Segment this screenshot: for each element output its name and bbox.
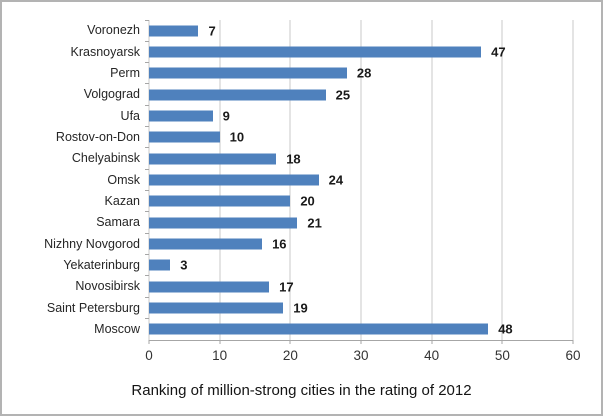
x-axis-tick-label: 60 — [565, 348, 581, 363]
bar — [149, 153, 277, 165]
bar-track: 18 — [145, 147, 573, 169]
bar-value-label: 24 — [328, 172, 344, 188]
bar-value-label: 48 — [498, 321, 513, 337]
bar-value-label: 16 — [272, 236, 287, 252]
bar-row: Nizhny Novgorod 16 — [10, 232, 573, 254]
bar-value-label: 47 — [491, 44, 506, 60]
bar — [149, 259, 171, 271]
x-axis-tick-label: 50 — [494, 348, 510, 363]
bar-row: Ufa 9 — [10, 104, 573, 126]
bar-value-label: 19 — [293, 300, 308, 316]
x-axis-tick-label: 0 — [145, 348, 153, 363]
bar-value-label: 21 — [307, 215, 322, 231]
bar-rows: Voronezh 7 Krasnoyarsk 47 Perm 28 Volgograd 25 U… — [10, 19, 573, 340]
category-label: Voronezh — [87, 23, 140, 38]
category-label: Perm — [110, 66, 140, 81]
bar-value-label: 28 — [356, 65, 372, 81]
bar-row: Moscow 48 — [10, 318, 573, 340]
bar — [149, 281, 270, 293]
bar-row: Samara 21 — [10, 211, 573, 233]
category-label: Chelyabinsk — [71, 151, 140, 166]
bar-track: 17 — [145, 275, 573, 297]
bar-track: 7 — [145, 19, 573, 41]
bar-row: Chelyabinsk 18 — [10, 147, 573, 169]
category-label: Novosibirsk — [75, 279, 140, 294]
bar — [149, 131, 220, 143]
bar-value-label: 20 — [300, 193, 315, 209]
bar — [149, 217, 298, 229]
x-axis-tick-labels: 0 10 20 30 40 50 60 — [145, 348, 580, 367]
bar — [149, 25, 199, 37]
x-axis-line — [149, 340, 573, 341]
bar — [149, 67, 347, 79]
bar-row: Volgograd 25 — [10, 83, 573, 105]
bar-track: 48 — [145, 318, 573, 340]
bar-row: Saint Petersburg 19 — [10, 296, 573, 318]
bar — [149, 302, 284, 314]
bar — [149, 323, 489, 335]
bar-track: 10 — [145, 126, 573, 148]
x-axis-tick-label: 30 — [353, 348, 369, 363]
bar-row: Krasnoyarsk 47 — [10, 40, 573, 62]
bar-row: Novosibirsk 17 — [10, 275, 573, 297]
bar-track: 20 — [145, 190, 573, 212]
bar-value-label: 18 — [286, 151, 301, 167]
bar-row: Voronezh 7 — [10, 19, 573, 41]
bar-track: 16 — [145, 232, 573, 254]
bar — [149, 195, 291, 207]
bar-track: 24 — [145, 168, 573, 190]
chart-title: Ranking of million-strong cities in the … — [131, 382, 472, 399]
bar-value-label: 9 — [222, 108, 230, 124]
x-axis-tick-label: 20 — [282, 348, 298, 363]
category-label: Volgograd — [83, 87, 140, 102]
category-label: Yekaterinburg — [63, 258, 140, 273]
bar — [149, 46, 482, 58]
bar-track: 19 — [145, 296, 573, 318]
category-label: Kazan — [104, 194, 140, 209]
bar-track: 3 — [145, 254, 573, 276]
category-label: Ufa — [120, 108, 140, 123]
category-label: Saint Petersburg — [46, 300, 140, 315]
bar-value-label: 10 — [229, 129, 245, 145]
bar — [149, 89, 326, 101]
bar-track: 21 — [145, 211, 573, 233]
x-axis-tick-label: 40 — [424, 348, 440, 363]
bar-row: Perm 28 — [10, 62, 573, 84]
bar — [149, 110, 213, 122]
bar — [149, 238, 263, 250]
category-label: Krasnoyarsk — [70, 44, 140, 59]
bar-value-label: 25 — [335, 87, 351, 103]
bar-row: Omsk 24 — [10, 168, 573, 190]
category-label: Rostov-on-Don — [55, 130, 140, 145]
category-label: Moscow — [94, 322, 140, 336]
bar-track: 25 — [145, 83, 573, 105]
x-axis-tick-label: 10 — [212, 348, 228, 363]
bar-value-label: 17 — [279, 279, 294, 295]
bar-track: 47 — [145, 40, 573, 62]
bar-chart: Voronezh 7 Krasnoyarsk 47 Perm 28 Volgograd 25 U… — [2, 2, 601, 370]
category-label: Omsk — [107, 172, 140, 187]
bar — [149, 174, 319, 186]
bar-track: 28 — [145, 62, 573, 84]
bar-row: Kazan 20 — [10, 190, 573, 212]
category-label: Samara — [96, 215, 140, 230]
bar-row: Yekaterinburg 3 — [10, 254, 573, 276]
bar-value-label: 7 — [208, 23, 216, 39]
bar-track: 9 — [145, 104, 573, 126]
category-label: Nizhny Novgorod — [44, 236, 140, 251]
bar-value-label: 3 — [180, 257, 188, 273]
bar-row: Rostov-on-Don 10 — [10, 126, 573, 148]
